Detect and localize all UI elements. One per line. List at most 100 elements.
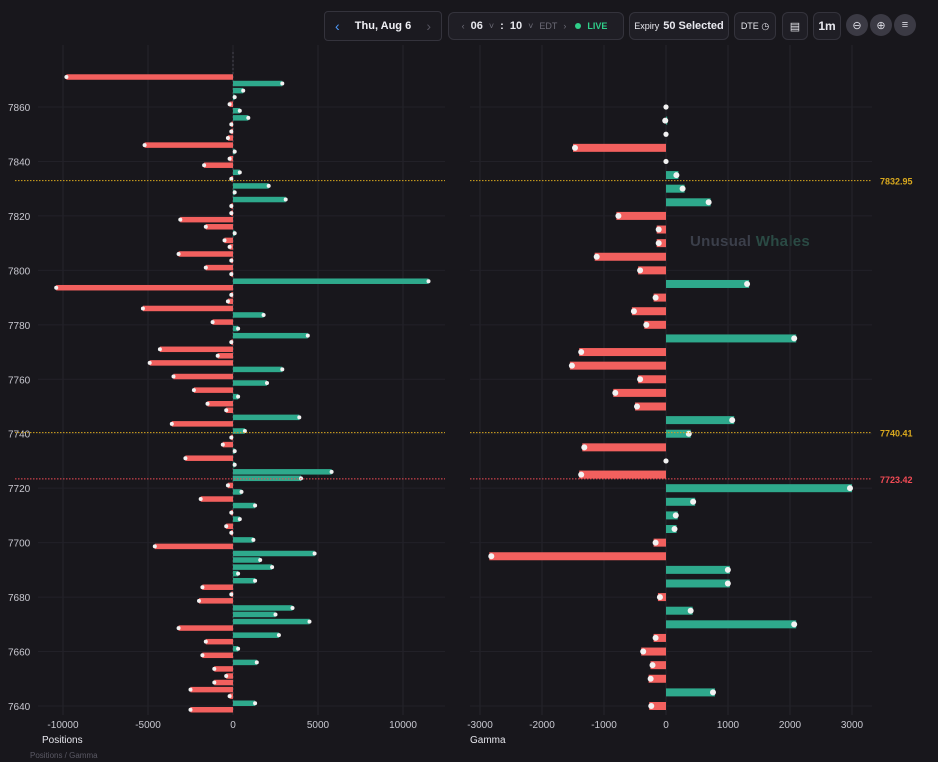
position-bar-dot [237,108,242,113]
y-tick-label: 7780 [8,321,31,332]
position-bar-dot [232,95,237,100]
position-bar-dot [212,680,217,685]
position-bar [149,360,233,366]
position-bar-dot [205,401,210,406]
position-bar-dot [227,102,232,107]
timezone-label: EDT [539,21,558,31]
position-bar-dot [236,571,241,576]
position-bar-dot [225,299,230,304]
y-tick-label: 7760 [8,375,31,386]
gamma-bar-dot [663,131,669,137]
gamma-bar [666,620,797,629]
position-bar-dot [176,626,181,631]
chevron-right-icon[interactable]: › [426,18,431,34]
x-tick-label: 1000 [717,720,740,731]
position-bar [233,605,293,611]
chevron-left-icon[interactable]: ‹ [461,21,465,31]
x-tick-label: 5000 [307,720,330,731]
zoom-in-icon[interactable]: ⊕ [870,14,892,36]
position-bar-dot [229,592,234,597]
position-bar [224,237,233,244]
position-bar-dot [229,122,234,127]
live-indicator[interactable]: LIVE [572,20,610,32]
expiry-selector[interactable]: Expiry 50 Selected [629,12,729,40]
position-bar [233,577,256,584]
position-bar-dot [232,231,237,236]
gamma-bar-dot [687,607,694,614]
chevron-right-icon[interactable]: › [563,21,567,31]
zoom-out-icon[interactable]: ⊖ [846,14,868,36]
gamma-bar-dot [648,703,655,709]
position-bar-dot [210,320,215,325]
minute-select[interactable]: 10 [509,20,523,32]
date-selector[interactable]: ‹ Thu, Aug 6 › [324,11,442,41]
position-bar [56,284,234,291]
position-bar-dot [229,129,234,134]
position-bar-dot [140,306,145,311]
level-line-label: 7832.95 [880,177,913,187]
position-bar-dot [203,265,208,270]
gamma-bar-dot [729,417,736,424]
position-bar-dot [142,143,147,148]
position-bar [233,516,240,522]
position-bar-dot [64,75,69,80]
position-bar-dot [426,279,431,284]
position-bar-dot [229,211,234,216]
chevron-left-icon[interactable]: ‹ [335,18,340,34]
gamma-bar-dot [744,280,751,287]
position-bar [233,564,273,570]
position-bar-dot [157,347,162,352]
y-tick-label: 7820 [8,212,31,223]
interval-button[interactable]: 1m [813,12,841,40]
position-bar [144,142,233,148]
position-bar-dot [242,428,247,433]
position-bar-dot [200,585,205,590]
gamma-bar-dot [647,675,654,682]
gamma-bar-dot [637,376,644,383]
position-bar [190,707,233,713]
chevron-down-icon: ˅ [488,21,495,31]
gamma-bar-dot [634,403,640,410]
watermark: Unusual Whales [690,233,810,250]
y-tick-label: 7840 [8,157,31,168]
chart-type-button[interactable]: ▤ [782,12,808,40]
gamma-bar [666,279,750,288]
position-bar-dot [203,639,208,644]
time-selector[interactable]: ‹ 06 ˅ : 10 ˅ EDT › LIVE [448,12,624,40]
gamma-bar [489,552,666,561]
position-bar [233,332,308,339]
x-tick-label: 0 [663,720,669,731]
x-tick-label: 2000 [779,720,802,731]
position-bar-dot [236,394,241,399]
position-bar [233,115,249,121]
sliders-icon[interactable]: ≡ [894,14,916,36]
gamma-bar-dot [791,335,798,342]
gamma-bar-dot [581,444,588,451]
gamma-bar [666,429,691,438]
position-bar [207,401,233,407]
position-bar [233,414,300,421]
position-bar-dot [265,381,269,386]
y-tick-label: 7700 [8,539,31,550]
gamma-bar-dot [673,172,680,179]
position-bar [222,441,233,448]
gamma-bar-dot [663,458,669,464]
expiry-label: Expiry [634,21,660,31]
position-bar [233,183,269,189]
y-tick-label: 7740 [8,430,31,441]
gamma-bar [641,647,666,656]
position-bar-dot [220,442,225,447]
position-bar-dot [212,666,217,671]
gamma-bar [650,661,666,670]
gamma-axis-label: Gamma [470,735,506,746]
x-tick-label: -1000 [591,720,617,731]
hour-select[interactable]: 06 [470,20,483,32]
gamma-bar-dot [652,539,659,546]
position-bar-dot [54,285,59,290]
position-bar-dot [232,462,237,467]
gamma-bar-dot [640,648,647,655]
gamma-bar-dot [663,158,669,165]
dte-button[interactable]: DTE ◷ [734,12,776,40]
position-bar-dot [329,469,334,474]
time-separator: : [500,20,504,32]
